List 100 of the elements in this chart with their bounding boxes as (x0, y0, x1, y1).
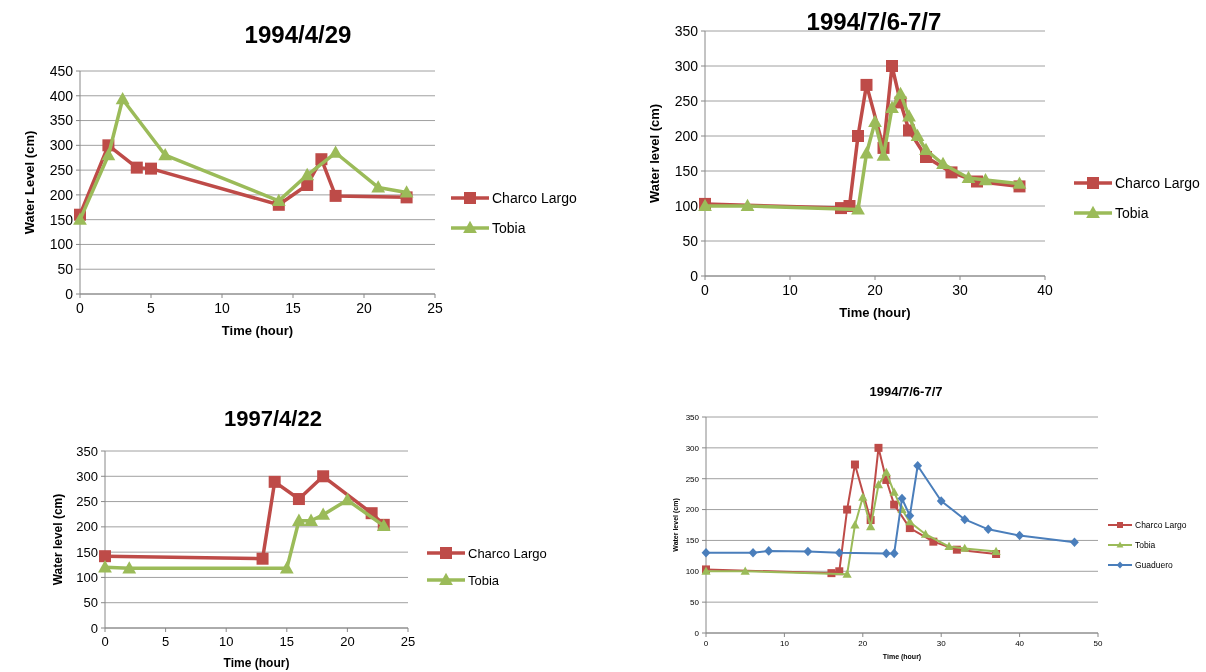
point (842, 569, 852, 578)
y-tick-label: 250 (76, 494, 98, 510)
y-tick-label: 150 (76, 544, 98, 560)
y-tick-label: 250 (49, 162, 74, 179)
point (978, 172, 993, 186)
point (101, 148, 116, 161)
y-tick-label: 100 (49, 236, 74, 253)
chart-title: 1994/4/29 (244, 21, 352, 48)
point (701, 547, 711, 558)
point (300, 167, 315, 181)
x-tick-label: 15 (279, 634, 295, 649)
point (859, 146, 874, 159)
point (936, 156, 950, 170)
x-tick-label: 0 (703, 639, 709, 648)
x-tick-label: 25 (427, 300, 443, 316)
y-tick-label: 150 (685, 536, 700, 546)
y-tick-label: 150 (49, 211, 74, 228)
point (860, 78, 873, 91)
legend-label: Charco Largo (1135, 519, 1187, 530)
point (893, 86, 908, 100)
y-tick-label: 300 (685, 443, 700, 453)
x-tick-label: 20 (867, 282, 883, 298)
point (889, 548, 899, 559)
legend-label: Tobia (468, 572, 500, 588)
y-tick-label: 50 (690, 597, 700, 607)
point (740, 198, 755, 212)
point (936, 496, 946, 506)
y-tick-label: 50 (83, 595, 98, 611)
x-tick-label: 20 (356, 300, 372, 316)
legend-label: Tobia (1135, 539, 1156, 550)
y-axis-title: Water Level (cm) (22, 130, 37, 235)
x-axis-title: Time (hour) (223, 655, 290, 670)
point (292, 513, 306, 526)
y-tick-label: 200 (685, 505, 700, 515)
point (834, 547, 844, 558)
legend-label: Charco Largo (1115, 174, 1201, 191)
x-tick-label: 0 (701, 282, 710, 298)
x-tick-label: 15 (285, 300, 301, 316)
point (803, 546, 813, 557)
y-tick-label: 300 (674, 57, 699, 74)
point (913, 460, 923, 471)
x-tick-label: 20 (340, 634, 355, 649)
y-tick-label: 250 (685, 474, 700, 484)
y-tick-label: 250 (674, 92, 699, 109)
x-tick-label: 40 (1037, 282, 1053, 298)
legend-label: Tobia (492, 219, 526, 236)
point (881, 548, 891, 559)
point (902, 109, 916, 122)
y-axis-title: Water level (cm) (647, 103, 662, 204)
point (268, 475, 281, 488)
x-tick-label: 10 (782, 282, 798, 298)
y-tick-label: 350 (49, 112, 74, 129)
point (1070, 537, 1079, 548)
point (740, 566, 750, 575)
legend-label: Charco Largo (492, 189, 578, 206)
y-tick-label: 400 (49, 87, 74, 104)
point (256, 552, 269, 565)
point (122, 561, 137, 574)
point (858, 492, 868, 501)
point (1012, 176, 1027, 189)
point (316, 507, 331, 520)
x-axis-title: Time (hour) (221, 323, 294, 338)
y-axis-title: Water level (cm) (51, 493, 65, 586)
point (292, 493, 305, 506)
point (145, 162, 157, 175)
point (748, 547, 758, 558)
point (910, 128, 925, 142)
point (279, 561, 294, 574)
y-tick-label: 50 (57, 261, 74, 278)
point (960, 543, 970, 552)
point (764, 546, 774, 556)
legend-label: Guaduero (1135, 559, 1174, 570)
point (889, 487, 899, 496)
point (885, 100, 899, 114)
y-tick-label: 450 (49, 62, 74, 79)
x-tick-label: 30 (936, 639, 947, 648)
point (919, 142, 933, 156)
y-tick-label: 300 (76, 468, 98, 484)
point (371, 180, 386, 193)
point (304, 513, 318, 526)
x-tick-label: 5 (147, 300, 156, 316)
point (843, 505, 852, 514)
point (960, 514, 970, 525)
point (920, 529, 931, 538)
point (873, 480, 884, 489)
point (99, 550, 111, 563)
y-tick-label: 150 (674, 162, 699, 179)
y-tick-label: 100 (674, 197, 699, 214)
point (158, 148, 173, 161)
point (98, 560, 112, 573)
y-tick-label: 350 (674, 22, 699, 39)
x-tick-label: 30 (952, 282, 968, 298)
legend-label: Tobia (1115, 204, 1149, 221)
x-tick-label: 50 (1093, 639, 1103, 648)
point (328, 145, 343, 158)
point (317, 470, 330, 483)
y-tick-label: 300 (49, 137, 74, 154)
x-tick-label: 10 (218, 634, 234, 649)
x-tick-label: 40 (1015, 639, 1025, 648)
y-tick-label: 200 (49, 186, 74, 203)
